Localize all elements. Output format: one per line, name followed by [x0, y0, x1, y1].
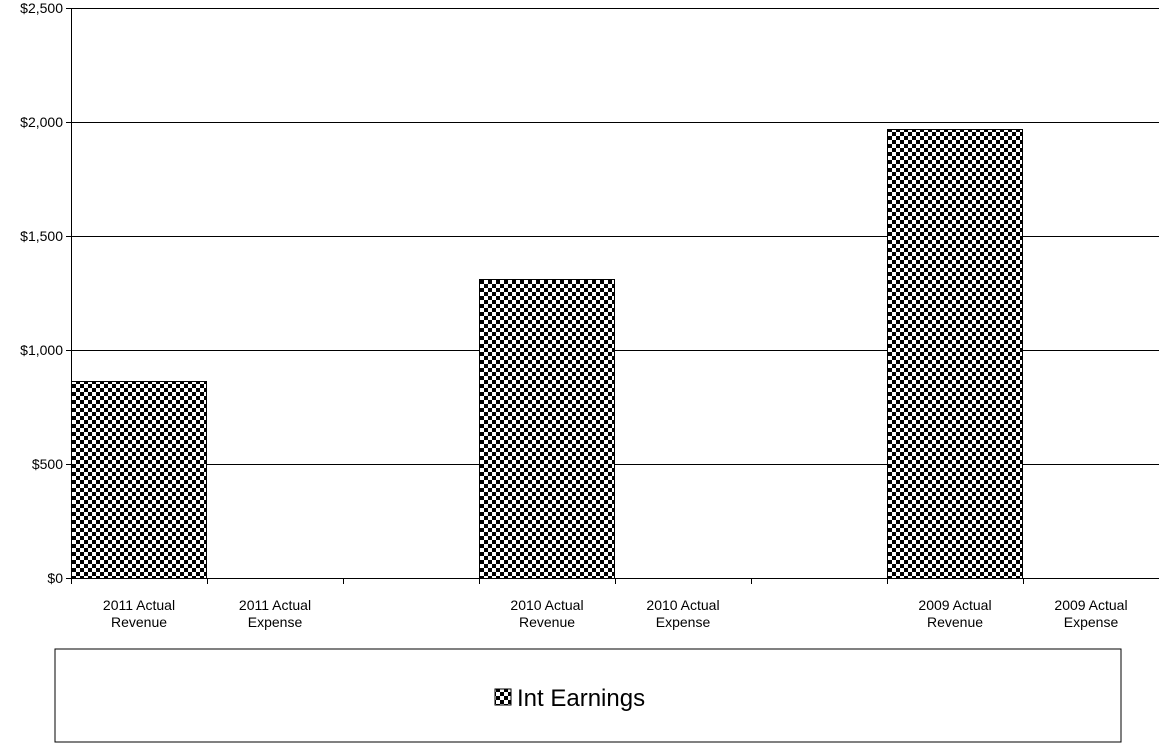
bars [71, 129, 1023, 579]
y-tick-label: $1,500 [20, 228, 63, 244]
y-tick-label: $1,000 [20, 342, 63, 358]
legend-label: Int Earnings [517, 685, 645, 712]
y-tick-label: $500 [32, 456, 63, 472]
bar [887, 129, 1023, 579]
x-tick-label: 2010 Actual Revenue [510, 597, 583, 630]
bar [71, 381, 207, 579]
legend-swatch [494, 688, 512, 706]
x-tick-label: 2011 Actual Expense [239, 597, 311, 630]
axes [66, 8, 1159, 584]
bar [479, 279, 615, 579]
y-tick-label: $2,500 [20, 0, 63, 16]
legend: Int Earnings [54, 648, 1122, 743]
y-tick-label: $2,000 [20, 114, 63, 130]
x-tick-label: 2011 Actual Revenue [103, 597, 175, 630]
x-axis-ticks: 2011 Actual Revenue 2011 Actual Expense 2010… [103, 597, 1128, 630]
x-tick-label: 2009 Actual Revenue [918, 597, 991, 630]
x-tick-label: 2009 Actual Expense [1054, 597, 1127, 630]
x-tick-label: 2010 Actual Expense [646, 597, 719, 630]
y-tick-label: $0 [47, 570, 63, 586]
y-axis-ticks: $0 $500 $1,000 $1,500 $2,000 $2,500 [20, 0, 63, 586]
legend-box [54, 648, 1122, 743]
